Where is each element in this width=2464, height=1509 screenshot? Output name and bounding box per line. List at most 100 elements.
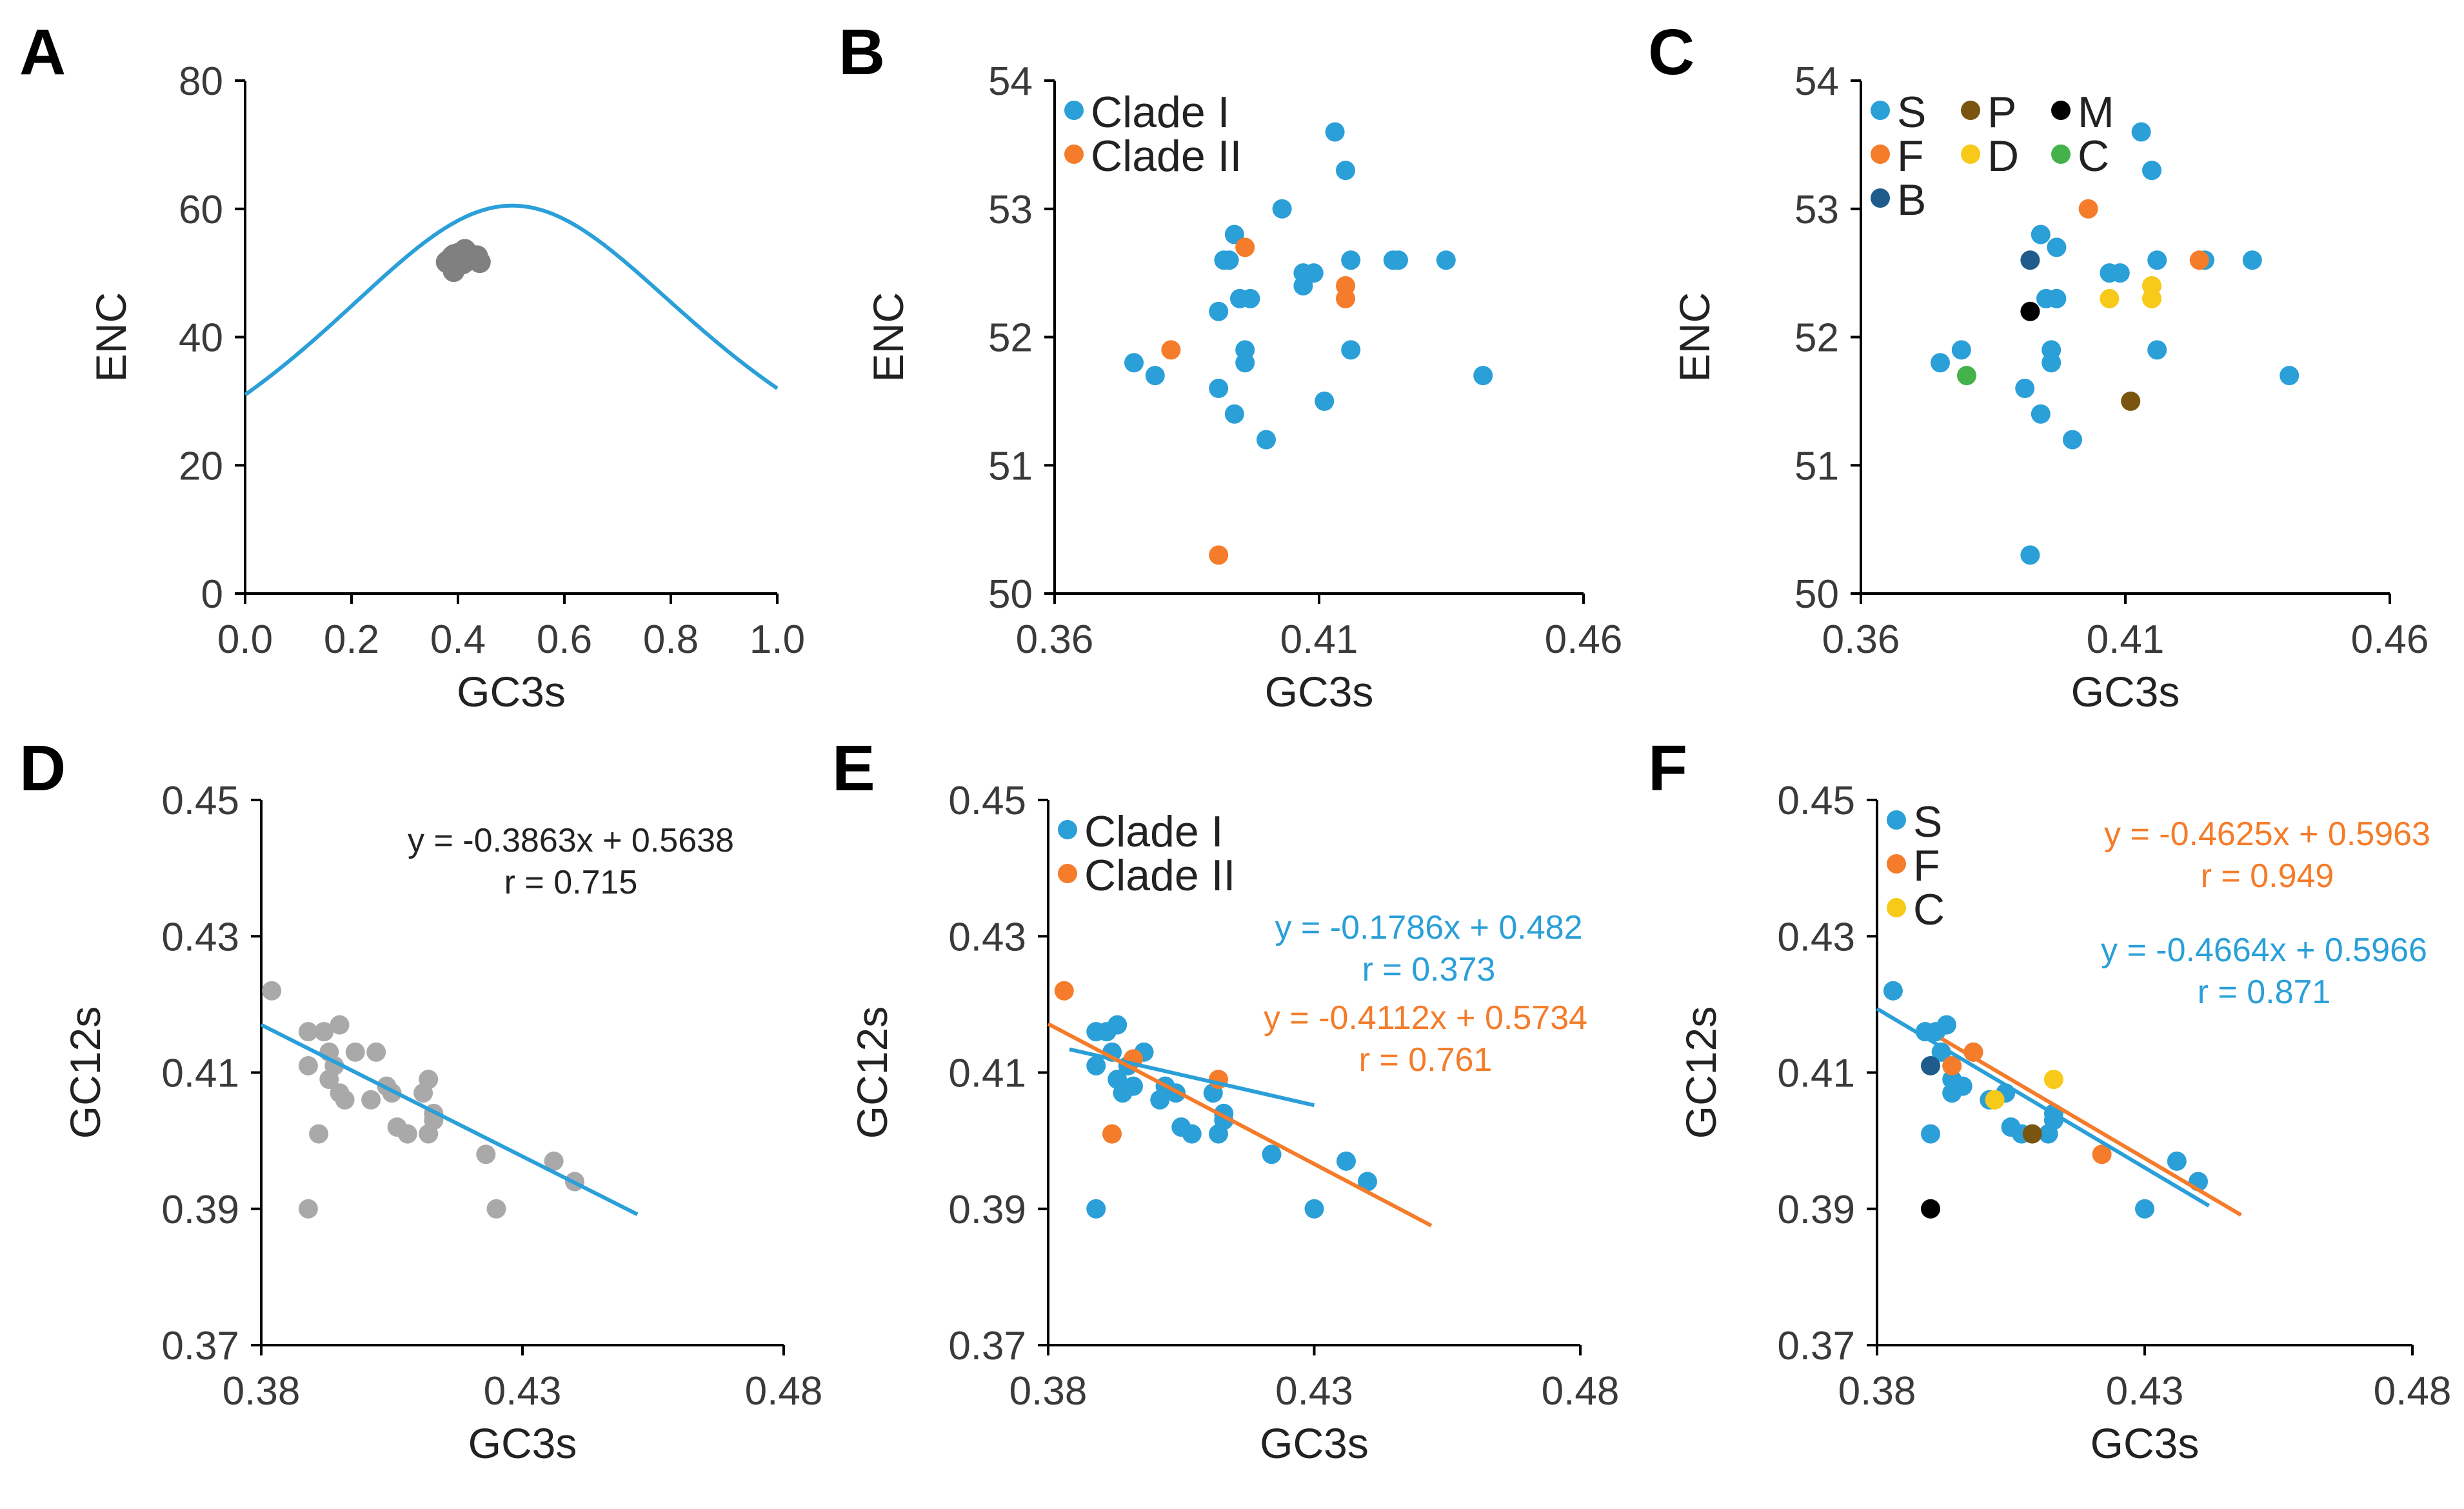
y-tick-label: 80	[179, 59, 223, 104]
data-point	[262, 981, 282, 1001]
data-point-clade-i	[1086, 1199, 1106, 1219]
data-point-d	[2142, 288, 2161, 308]
data-point-clade-i	[1358, 1172, 1377, 1192]
data-point	[345, 1042, 365, 1062]
data-point-s	[2110, 263, 2130, 283]
data-point-clade-i	[1293, 276, 1313, 295]
data-point-s	[2142, 161, 2161, 181]
data-point-s	[2042, 353, 2062, 373]
data-point-f	[2092, 1144, 2112, 1164]
data-point-s	[1952, 1076, 1972, 1096]
data-point-clade-i	[1304, 1199, 1324, 1219]
x-tick-label: 0.38	[1009, 1369, 1088, 1414]
data-point-clade-i	[1124, 353, 1144, 373]
y-tick-label: 0.43	[948, 915, 1026, 959]
data-point	[298, 1022, 318, 1042]
correlation-label: r = 0.373	[1362, 951, 1496, 988]
data-point-f	[2189, 250, 2209, 270]
x-tick-label: 0.46	[1545, 617, 1623, 662]
data-point-clade-i	[1224, 225, 1244, 245]
y-tick-label: 0.41	[948, 1052, 1026, 1096]
data-point-s	[2015, 379, 2035, 398]
correlation-label: r = 0.871	[2198, 974, 2331, 1011]
y-tick-label: 0.37	[161, 1324, 239, 1368]
trendline-s	[1876, 1006, 2211, 1208]
data-point-clade-i	[1209, 301, 1229, 321]
y-axis-title: ENC	[87, 292, 135, 382]
y-tick-label: 53	[988, 188, 1033, 232]
data-point-clade-i	[1235, 353, 1255, 373]
data-point-clade-i	[1209, 379, 1229, 398]
data-point-clade-i	[1086, 1055, 1106, 1075]
legend-marker	[1887, 810, 1906, 830]
legend-label: Clade I	[1084, 807, 1223, 856]
y-tick-label: 20	[179, 444, 223, 488]
legend-label: S	[1897, 88, 1926, 137]
y-tick-label: 54	[1794, 59, 1839, 104]
trendline-f	[1940, 1037, 2242, 1217]
data-point-clade-i	[1182, 1124, 1202, 1144]
data-point	[437, 250, 460, 272]
x-tick-label: 0.41	[1280, 617, 1358, 662]
y-axis-title: GC12s	[61, 1006, 109, 1139]
regression-equation: y = -0.4625x + 0.5963	[2104, 815, 2430, 853]
data-point-clade-i	[1145, 366, 1165, 386]
x-tick-label: 0.43	[1275, 1369, 1353, 1414]
panel-letter-f: F	[1648, 732, 1687, 804]
legend-marker	[1064, 145, 1084, 164]
y-axis-title: ENC	[864, 292, 912, 382]
legend-marker	[1887, 854, 1906, 874]
data-point-clade-i	[1341, 340, 1361, 360]
y-tick-label: 53	[1794, 188, 1839, 232]
y-tick-label: 40	[179, 316, 223, 361]
data-point-clade-ii	[1054, 981, 1074, 1001]
data-point	[314, 1022, 334, 1042]
data-point-s	[2031, 404, 2051, 424]
data-point-s	[2131, 122, 2151, 142]
data-point-clade-i	[1325, 122, 1345, 142]
correlation-label: r = 0.715	[504, 864, 638, 901]
x-axis-title: GC3s	[457, 668, 566, 715]
data-point-clade-i	[1473, 366, 1493, 386]
data-point-clade-i	[1272, 199, 1292, 219]
data-point-clade-i	[1304, 263, 1324, 283]
x-tick-label: 0.38	[1838, 1369, 1916, 1414]
data-point-c	[1957, 366, 1976, 386]
y-tick-label: 0.43	[1777, 915, 1855, 959]
y-tick-label: 50	[988, 572, 1033, 617]
y-tick-label: 0.45	[1777, 779, 1855, 823]
expected-enc-curve	[244, 203, 779, 397]
y-tick-label: 0	[201, 572, 223, 617]
data-point-clade-i	[1219, 250, 1239, 270]
data-point-s	[2031, 225, 2051, 245]
legend-label: C	[2078, 132, 2109, 181]
legend-marker	[1961, 145, 1980, 164]
x-tick-label: 0.36	[1016, 617, 1094, 662]
trendline-clade-i	[1069, 1047, 1315, 1108]
data-point-s	[2147, 340, 2167, 360]
data-point	[419, 1070, 439, 1090]
data-point	[309, 1124, 329, 1144]
data-point-b	[2020, 250, 2040, 270]
data-point-clade-i	[1209, 1124, 1228, 1144]
x-tick-label: 0.0	[217, 617, 273, 662]
data-point-c	[1985, 1090, 2005, 1110]
data-point-clade-ii	[1209, 545, 1229, 565]
data-point-s	[2020, 545, 2040, 565]
data-point-s	[1951, 340, 1971, 360]
x-axis-title: GC3s	[1260, 1419, 1369, 1467]
y-tick-label: 0.45	[948, 779, 1026, 823]
y-axis-title: ENC	[1671, 292, 1718, 382]
panel-a: A 0 20 40 60 80 0.0 0.2 0.4 0.6 0.8 1.0 GC3s ENC	[19, 16, 805, 715]
correlation-label: r = 0.949	[2201, 857, 2334, 895]
data-point	[298, 1055, 318, 1075]
panel-b: B 50 51 52 53 54 0.36 0.41 0.46 GC3s ENC Clade ICla…	[839, 16, 1622, 715]
legend-marker	[2051, 101, 2071, 120]
data-point-f	[1942, 1055, 1962, 1075]
data-point-clade-i	[1240, 288, 1260, 308]
x-tick-label: 0.6	[537, 617, 592, 662]
y-tick-label: 50	[1794, 572, 1839, 617]
legend-label: C	[1913, 885, 1945, 934]
x-tick-label: 0.36	[1822, 617, 1900, 662]
